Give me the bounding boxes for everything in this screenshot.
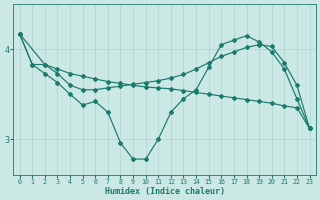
X-axis label: Humidex (Indice chaleur): Humidex (Indice chaleur) bbox=[105, 187, 225, 196]
